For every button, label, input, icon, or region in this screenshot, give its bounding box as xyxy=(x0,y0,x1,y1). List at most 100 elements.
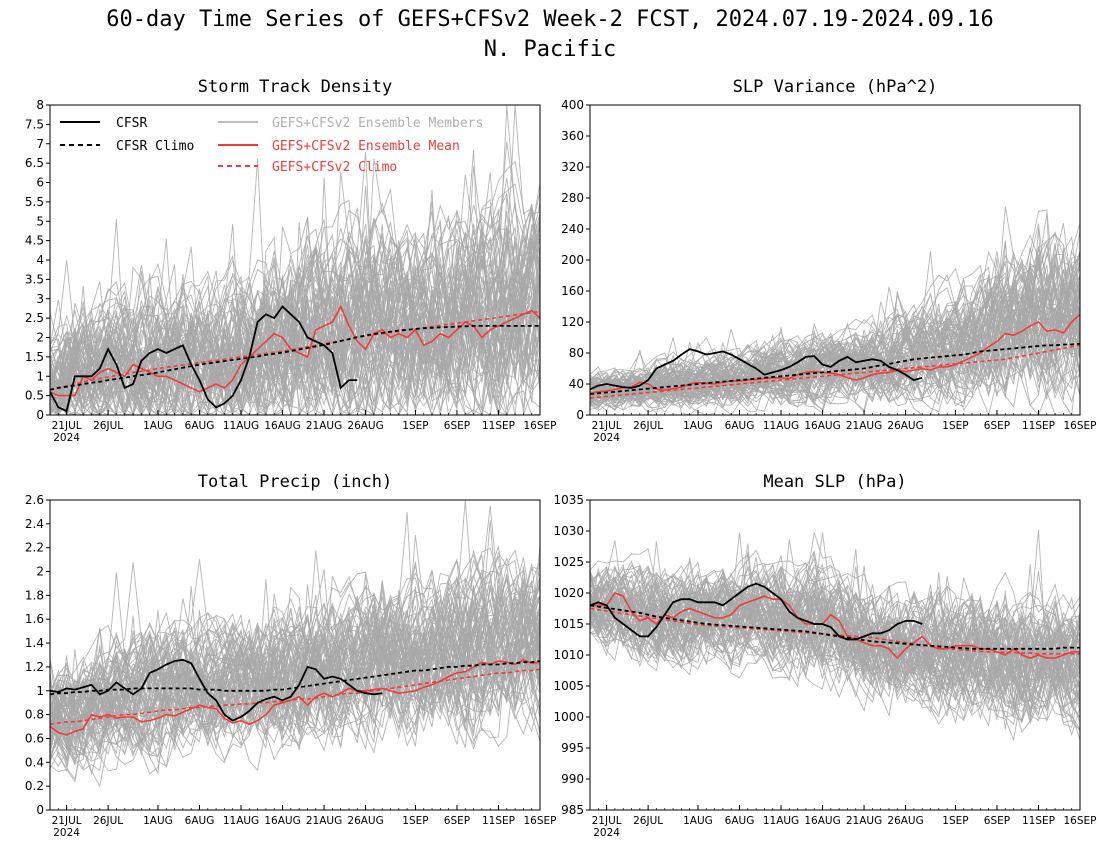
y-tick-label: 1015 xyxy=(553,617,584,631)
y-tick-label: 3.5 xyxy=(25,272,44,286)
y-tick-label: 1 xyxy=(36,369,44,383)
x-tick-label: 11AUG xyxy=(223,420,259,432)
axes: 0 40 80 120 160 200 240 280 320 360 400 21JUL 26JUL 1… xyxy=(561,98,1096,444)
ensemble-member-line xyxy=(589,581,1081,707)
ensemble-member-line xyxy=(49,567,541,751)
panel-total-precip: Total Precip (inch) 0 0.2 0.4 0.6 0.8 1 1.2 1.4… xyxy=(25,472,557,839)
x-tick-label: 21JUL xyxy=(592,420,622,432)
y-tick-label: 2.2 xyxy=(25,541,44,555)
axes: 0 0.5 1 1.5 2 2.5 3 3.5 4 4.5 5 5.5 6 6.5 7 7.5 8 21JUL 26… xyxy=(25,98,557,444)
ensemble-member-line xyxy=(49,577,541,735)
y-tick-label: 2.4 xyxy=(25,517,44,531)
x-tick-label: 11SEP xyxy=(1022,815,1055,827)
ensemble-member-line xyxy=(49,211,541,416)
ensemble-member-line xyxy=(49,566,541,763)
ensemble-member-line xyxy=(589,280,1081,409)
ensemble-member-line xyxy=(589,255,1081,403)
plot-frame xyxy=(49,499,541,811)
y-tick-label: 0 xyxy=(576,408,584,422)
y-tick-label: 400 xyxy=(561,98,584,112)
ensemble-member-line xyxy=(49,208,541,416)
x-tick-label: 21AUG xyxy=(846,815,882,827)
ensemble-member-line xyxy=(589,569,1081,706)
x-tick-label: 26AUG xyxy=(347,420,383,432)
series-line-cfsr-climo xyxy=(589,604,1080,650)
ensemble-member-line xyxy=(589,577,1081,703)
series-line-cfsr xyxy=(589,348,923,391)
ensemble-member-line xyxy=(589,260,1081,403)
ensemble-member-line xyxy=(49,223,541,416)
ensemble-member-line xyxy=(589,274,1081,400)
x-tick-label: 16SEP xyxy=(1064,420,1097,432)
x-tick-label: 1AUG xyxy=(683,420,713,432)
ensemble-member-line xyxy=(589,553,1081,688)
y-tick-label: 2.5 xyxy=(25,311,44,325)
x-tick-label: 1SEP xyxy=(942,420,968,432)
y-tick-label: 3 xyxy=(36,292,44,306)
series-line-model-climo xyxy=(589,607,1080,655)
x-tick-label: 11AUG xyxy=(223,815,259,827)
legend: CFSR CFSR Climo GEFS+CFSv2 Ensemble Memb… xyxy=(60,116,483,175)
x-tick-label: 26AUG xyxy=(347,815,383,827)
y-tick-label: 200 xyxy=(561,253,584,267)
x-tick-label: 11SEP xyxy=(482,420,515,432)
series-line-cfsr-climo xyxy=(49,324,540,391)
panel-title: Storm Track Density xyxy=(198,77,392,97)
y-tick-label: 1030 xyxy=(553,524,584,538)
x-tick-label: 1AUG xyxy=(143,420,173,432)
x-year-label: 2024 xyxy=(53,827,80,839)
y-tick-label: 1010 xyxy=(553,648,584,662)
x-tick-label: 21JUL xyxy=(52,815,82,827)
y-tick-label: 1025 xyxy=(553,555,584,569)
ensemble-member-line xyxy=(589,560,1081,681)
x-tick-label: 26JUL xyxy=(633,815,663,827)
legend-label-mean: GEFS+CFSv2 Ensemble Mean xyxy=(272,139,460,154)
x-year-label: 2024 xyxy=(593,432,620,444)
x-tick-label: 1SEP xyxy=(402,420,428,432)
x-tick-label: 26JUL xyxy=(93,420,123,432)
ensemble-members xyxy=(49,499,541,788)
x-tick-label: 21JUL xyxy=(592,815,622,827)
ensemble-member-line xyxy=(589,241,1081,407)
y-tick-label: 990 xyxy=(561,772,584,786)
y-tick-label: 0.2 xyxy=(25,779,44,793)
ensemble-member-line xyxy=(589,250,1081,397)
x-tick-label: 6SEP xyxy=(984,815,1010,827)
x-tick-label: 11AUG xyxy=(763,815,799,827)
x-tick-label: 6SEP xyxy=(444,815,470,827)
y-tick-label: 995 xyxy=(561,741,584,755)
legend-label-members: GEFS+CFSv2 Ensemble Members xyxy=(272,116,483,131)
x-tick-label: 21JUL xyxy=(52,420,82,432)
ensemble-members xyxy=(589,206,1081,417)
ensemble-member-line xyxy=(49,191,541,386)
series-line-model-climo xyxy=(49,310,541,391)
y-tick-label: 360 xyxy=(561,129,584,143)
ensemble-member-line xyxy=(49,535,541,747)
ensemble-member-line xyxy=(589,580,1081,724)
y-tick-label: 0.5 xyxy=(25,389,44,403)
ensemble-member-line xyxy=(49,587,541,752)
legend-label-model-climo: GEFS+CFSv2 Climo xyxy=(272,160,397,175)
panel-mean-slp: Mean SLP (hPa) 985 990 995 1000 1005 1010 1015… xyxy=(553,472,1096,839)
ensemble-member-line xyxy=(589,574,1081,709)
ensemble-member-line xyxy=(49,276,541,417)
ensemble-member-line xyxy=(49,575,541,734)
series-lines xyxy=(589,582,1080,660)
legend-label-cfsr: CFSR xyxy=(116,116,147,131)
ensemble-member-line xyxy=(589,552,1081,715)
series-lines xyxy=(49,658,541,736)
y-tick-label: 0.4 xyxy=(25,755,44,769)
x-tick-label: 11SEP xyxy=(482,815,515,827)
x-tick-label: 1AUG xyxy=(683,815,713,827)
x-tick-label: 16SEP xyxy=(524,420,557,432)
ensemble-member-line xyxy=(589,588,1081,717)
y-tick-label: 6 xyxy=(36,176,44,190)
y-tick-label: 5.5 xyxy=(25,195,44,209)
figure-title: 60-day Time Series of GEFS+CFSv2 Week-2 … xyxy=(106,7,993,32)
x-tick-label: 6AUG xyxy=(725,420,755,432)
series-line-ensemble-mean xyxy=(49,658,541,736)
x-tick-label: 16AUG xyxy=(804,815,840,827)
x-tick-label: 21AUG xyxy=(846,420,882,432)
x-tick-label: 21AUG xyxy=(306,420,342,432)
